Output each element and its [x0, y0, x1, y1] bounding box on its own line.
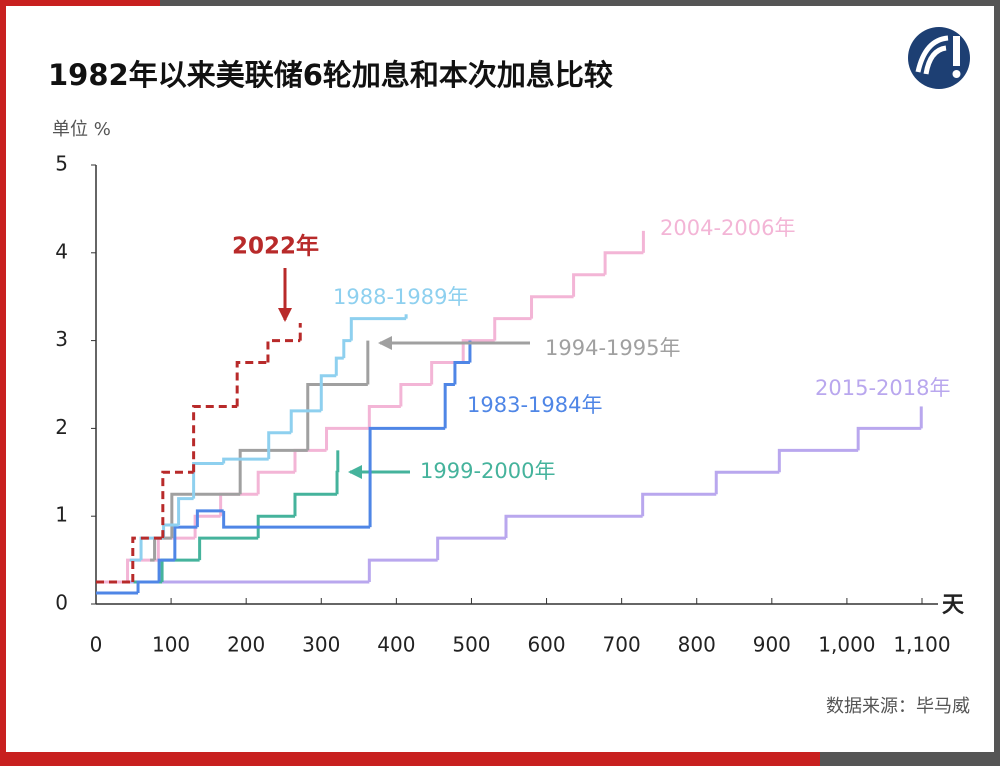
step — [198, 536, 259, 561]
y-axis-label: 单位 % — [52, 119, 111, 140]
frame-bottom-gray — [820, 752, 1000, 766]
frame-right — [994, 0, 1000, 766]
step — [342, 339, 352, 359]
chart-title: 1982年以来美联储6轮加息和本次加息比较 — [48, 58, 613, 92]
step — [192, 462, 224, 499]
frame-left — [0, 0, 6, 766]
y-tick-label: 5 — [55, 152, 68, 176]
step — [641, 492, 717, 517]
step — [367, 404, 401, 429]
step — [238, 448, 308, 495]
step — [334, 356, 344, 376]
step — [256, 470, 295, 495]
series-label: 2004-2006年 — [660, 216, 795, 240]
step — [325, 426, 370, 451]
step — [367, 558, 438, 583]
step — [267, 431, 292, 460]
series-label: 2015-2018年 — [815, 376, 950, 400]
y-tick-label: 0 — [55, 591, 68, 615]
step — [306, 383, 368, 451]
step — [430, 361, 464, 385]
step — [195, 509, 224, 528]
step — [461, 339, 495, 363]
step — [368, 426, 446, 528]
step — [399, 383, 432, 407]
x-tick-label: 700 — [603, 633, 641, 657]
frame-top-gray — [160, 0, 1000, 6]
step — [289, 409, 322, 433]
series-label: 2022年 — [232, 233, 319, 260]
step — [266, 339, 301, 363]
step — [436, 536, 506, 561]
x-tick-label: 800 — [678, 633, 716, 657]
step — [126, 558, 159, 583]
x-tick-label: 200 — [227, 633, 265, 657]
step — [603, 251, 644, 275]
x-tick-label: 600 — [527, 633, 565, 657]
x-tick-label: 1,100 — [893, 633, 950, 657]
step — [293, 492, 338, 517]
step — [173, 525, 198, 561]
x-tick-label: 900 — [753, 633, 791, 657]
step — [349, 317, 407, 341]
x-tick-label: 1,000 — [818, 633, 875, 657]
step — [235, 361, 268, 407]
step — [572, 273, 606, 297]
y-tick-label: 1 — [55, 503, 68, 527]
y-tick-label: 3 — [55, 327, 68, 351]
arrow-head — [278, 308, 292, 322]
step — [136, 580, 160, 594]
series-label: 1983-1984年 — [467, 393, 602, 417]
step — [161, 470, 194, 539]
series-label: 1994-1995年 — [545, 336, 680, 360]
step — [530, 295, 574, 319]
source: 数据来源：毕马威 — [826, 696, 970, 717]
step — [335, 470, 339, 495]
step — [256, 514, 295, 539]
x-tick-label: 300 — [302, 633, 340, 657]
step — [777, 448, 859, 473]
step — [192, 404, 238, 473]
step — [131, 536, 163, 583]
step — [319, 374, 337, 411]
step — [504, 514, 643, 539]
step — [222, 510, 371, 529]
frame-top-red — [0, 0, 160, 6]
step — [453, 361, 470, 385]
series-label: 1999-2000年 — [420, 459, 555, 483]
x-tick-label: 400 — [377, 633, 415, 657]
series-label: 1988-1989年 — [333, 285, 468, 309]
step — [193, 514, 221, 539]
y-tick-label: 4 — [55, 239, 68, 263]
x-tick-label: 0 — [90, 633, 103, 657]
step — [222, 457, 269, 464]
x-tick-label: 100 — [152, 633, 190, 657]
step — [493, 317, 532, 341]
step — [177, 497, 194, 525]
step — [856, 426, 922, 451]
x-axis-unit: 天 — [942, 593, 965, 618]
arrow-head — [378, 336, 392, 350]
y-tick-label: 2 — [55, 415, 68, 439]
step — [714, 470, 780, 495]
frame-bottom-red — [0, 752, 820, 766]
step — [157, 558, 175, 583]
step — [443, 383, 455, 429]
arrow-head — [348, 465, 362, 479]
logo — [908, 27, 970, 89]
x-tick-label: 500 — [452, 633, 490, 657]
